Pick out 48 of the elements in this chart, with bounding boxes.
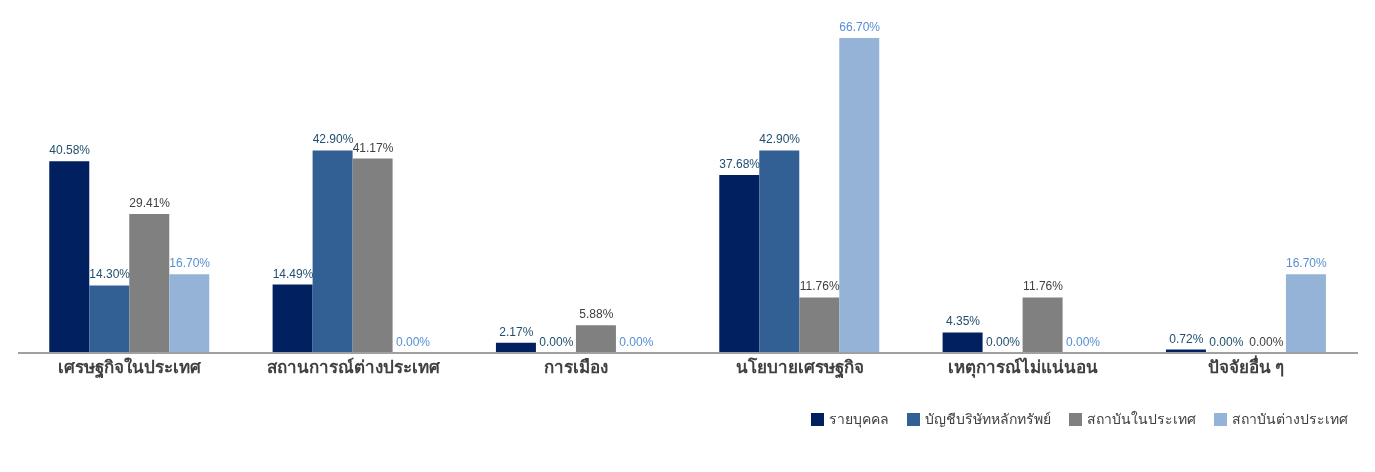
data-label: 16.70% [1285, 256, 1328, 271]
data-label: 0.00% [1209, 335, 1244, 349]
data-label: 0.00% [539, 335, 574, 349]
bar [129, 214, 170, 353]
data-label: 4.35% [945, 314, 981, 329]
bar [312, 150, 353, 353]
bar [575, 325, 616, 353]
x-tick-label: สถานการณ์ต่างประเทศ [266, 357, 441, 378]
data-label: 0.00% [395, 335, 431, 349]
bar [89, 285, 130, 353]
bar [49, 161, 90, 353]
data-label: 29.41% [129, 196, 171, 211]
bar [1022, 297, 1063, 353]
data-label: 0.00% [619, 335, 654, 349]
legend-label: บัญชีบริษัทหลักทรัพย์ [924, 410, 1051, 429]
data-label: 11.76% [1023, 279, 1064, 294]
bar [352, 158, 393, 353]
data-label: 41.17% [352, 140, 394, 155]
x-tick-label: เศรษฐกิจในประเทศ [58, 357, 203, 380]
bar [759, 150, 800, 353]
legend-label: รายบุคคล [828, 410, 889, 430]
bar [799, 297, 840, 353]
x-tick-label: นโยบายเศรษฐกิจ [735, 357, 864, 380]
data-label: 0.00% [985, 335, 1021, 349]
data-label: 5.88% [579, 307, 614, 322]
data-label: 0.72% [1169, 331, 1204, 346]
bar [839, 38, 880, 353]
data-label: 2.17% [499, 324, 534, 339]
data-label: 66.70% [839, 20, 881, 34]
data-label: 42.90% [312, 132, 354, 147]
data-label: 11.76% [799, 279, 840, 294]
data-label: 16.70% [169, 256, 211, 271]
legend-label: สถาบันในประเทศ [1086, 410, 1196, 429]
bar [169, 274, 210, 353]
bar [719, 175, 760, 353]
data-label: 14.30% [89, 267, 131, 282]
data-label: 0.00% [1249, 335, 1284, 349]
data-label: 42.90% [759, 132, 801, 147]
legend-label: สถาบันต่างประเทศ [1231, 410, 1348, 429]
data-label: 40.58% [49, 143, 91, 158]
x-tick-label: เหตุการณ์ไม่แน่นอน [948, 357, 1098, 379]
bar [942, 332, 983, 353]
data-label: 0.00% [1065, 335, 1101, 349]
bar [272, 284, 313, 353]
bar [1285, 274, 1326, 353]
data-label: 14.49% [272, 266, 314, 281]
x-tick-label: การเมือง [544, 357, 609, 378]
x-tick-label: ปัจจัยอื่น ๆ [1208, 355, 1285, 378]
